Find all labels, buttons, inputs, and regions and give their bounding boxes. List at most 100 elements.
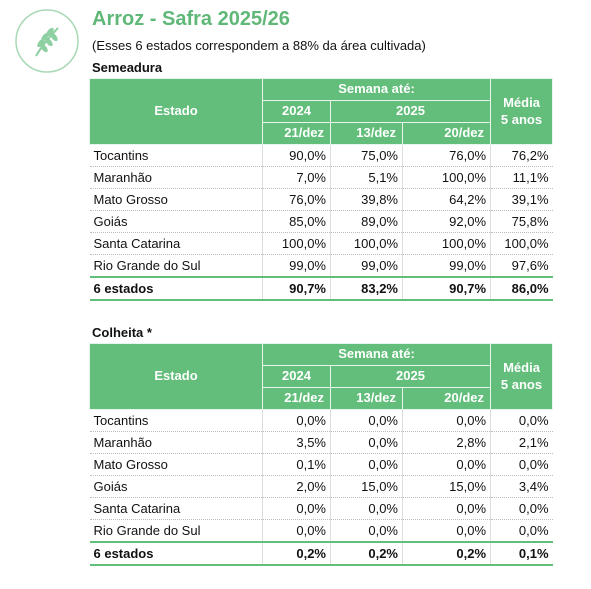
cell: 0,0% bbox=[262, 409, 331, 432]
header-row: 2024 2025 bbox=[90, 365, 553, 388]
data-row: Tocantins 90,0% 75,0% 76,0% 76,2% bbox=[89, 144, 553, 167]
data-row: Rio Grande do Sul 99,0% 99,0% 99,0% 97,6% bbox=[89, 254, 553, 278]
data-row: Mato Grosso 76,0% 39,8% 64,2% 39,1% bbox=[89, 188, 553, 211]
cell: Maranhão bbox=[89, 431, 263, 454]
cell: Goiás bbox=[89, 475, 263, 498]
cell: 90,7% bbox=[401, 276, 491, 301]
cell: 76,0% bbox=[401, 144, 491, 167]
title: Arroz - Safra 2025/26 bbox=[92, 8, 290, 30]
cell: 0,0% bbox=[490, 497, 553, 520]
cell: 0,0% bbox=[490, 453, 553, 476]
cell: Santa Catarina bbox=[89, 497, 263, 520]
header-cell: 2024 bbox=[262, 100, 331, 123]
header-row: Estado Semana até: Média 5 anos bbox=[89, 343, 554, 410]
cell: 6 estados bbox=[89, 541, 263, 566]
cell: 3,5% bbox=[262, 431, 331, 454]
cell: 90,0% bbox=[262, 144, 331, 167]
cell: 0,0% bbox=[490, 409, 553, 432]
header-cell: Média 5 anos bbox=[490, 78, 554, 145]
section-title: Semeadura bbox=[92, 60, 163, 75]
data-row: Goiás 85,0% 89,0% 92,0% 75,8% bbox=[89, 210, 553, 233]
header-row: 21/dez 13/dez 20/dez bbox=[90, 387, 553, 410]
header-cell: Semana até: bbox=[261, 78, 492, 101]
cell: 99,0% bbox=[401, 254, 491, 278]
data-row: Rio Grande do Sul 0,0% 0,0% 0,0% 0,0% bbox=[89, 519, 553, 543]
data-table: Estado Semana até: Média 5 anos 2024 2025 21/… bbox=[89, 343, 554, 566]
total-row: 6 estados 90,7% 83,2% 90,7% 86,0% bbox=[89, 276, 553, 301]
cell: 39,1% bbox=[490, 188, 553, 211]
cell: 15,0% bbox=[401, 475, 491, 498]
header-row: 21/dez 13/dez 20/dez bbox=[90, 122, 553, 145]
header-cell: Média 5 anos bbox=[490, 343, 554, 410]
cell: 100,0% bbox=[330, 232, 403, 255]
rice-icon bbox=[15, 9, 79, 73]
data-row: Maranhão 7,0% 5,1% 100,0% 11,1% bbox=[89, 166, 553, 189]
cell: 0,0% bbox=[330, 497, 403, 520]
cell: 0,0% bbox=[262, 519, 331, 543]
cell: 11,1% bbox=[490, 166, 553, 189]
cell: 0,0% bbox=[330, 519, 403, 543]
cell: 97,6% bbox=[490, 254, 553, 278]
total-row: 6 estados 0,2% 0,2% 0,2% 0,1% bbox=[89, 541, 553, 566]
header-cell: 13/dez bbox=[330, 387, 403, 410]
cell: 75,8% bbox=[490, 210, 553, 233]
cell: 0,1% bbox=[262, 453, 331, 476]
cell: Tocantins bbox=[89, 144, 263, 167]
cell: 39,8% bbox=[330, 188, 403, 211]
header-cell: 20/dez bbox=[401, 122, 492, 145]
header-cell: 2025 bbox=[329, 100, 492, 123]
data-table: Estado Semana até: Média 5 anos 2024 2025 21/… bbox=[89, 78, 554, 301]
data-row: Santa Catarina 0,0% 0,0% 0,0% 0,0% bbox=[89, 497, 553, 520]
cell: 0,0% bbox=[330, 409, 403, 432]
cell: 6 estados bbox=[89, 276, 263, 301]
header-cell: Estado bbox=[89, 343, 263, 410]
section-title: Colheita * bbox=[92, 325, 152, 340]
header-cell: Estado bbox=[89, 78, 263, 145]
cell: 85,0% bbox=[262, 210, 331, 233]
data-row: Mato Grosso 0,1% 0,0% 0,0% 0,0% bbox=[89, 453, 553, 476]
cell: 0,0% bbox=[401, 453, 491, 476]
cell: 2,1% bbox=[490, 431, 553, 454]
cell: 0,0% bbox=[401, 409, 491, 432]
header-cell: 20/dez bbox=[401, 387, 492, 410]
cell: 86,0% bbox=[490, 276, 553, 301]
data-row: Tocantins 0,0% 0,0% 0,0% 0,0% bbox=[89, 409, 553, 432]
cell: Goiás bbox=[89, 210, 263, 233]
cell: 5,1% bbox=[330, 166, 403, 189]
data-row: Goiás 2,0% 15,0% 15,0% 3,4% bbox=[89, 475, 553, 498]
cell: 7,0% bbox=[262, 166, 331, 189]
header-cell: 2024 bbox=[262, 365, 331, 388]
cell: 100,0% bbox=[262, 232, 331, 255]
data-row: Santa Catarina 100,0% 100,0% 100,0% 100,0% bbox=[89, 232, 553, 255]
cell: 75,0% bbox=[330, 144, 403, 167]
cell: 2,0% bbox=[262, 475, 331, 498]
header-row: 2024 2025 bbox=[90, 100, 553, 123]
cell: 100,0% bbox=[490, 232, 553, 255]
subtitle: (Esses 6 estados correspondem a 88% da á… bbox=[92, 38, 426, 53]
header-cell: 2025 bbox=[329, 365, 492, 388]
cell: Tocantins bbox=[89, 409, 263, 432]
header-cell: 21/dez bbox=[262, 387, 331, 410]
header-cell: 13/dez bbox=[330, 122, 403, 145]
cell: Rio Grande do Sul bbox=[89, 519, 263, 543]
cell: 76,0% bbox=[262, 188, 331, 211]
cell: 100,0% bbox=[401, 232, 491, 255]
cell: 90,7% bbox=[262, 276, 331, 301]
cell: Rio Grande do Sul bbox=[89, 254, 263, 278]
header-row: Estado Semana até: Média 5 anos bbox=[89, 78, 554, 145]
cell: 89,0% bbox=[330, 210, 403, 233]
cell: 0,2% bbox=[330, 541, 403, 566]
cell: 100,0% bbox=[401, 166, 491, 189]
header-cell: 21/dez bbox=[262, 122, 331, 145]
cell: 83,2% bbox=[330, 276, 403, 301]
data-row: Maranhão 3,5% 0,0% 2,8% 2,1% bbox=[89, 431, 553, 454]
cell: 0,0% bbox=[401, 497, 491, 520]
cell: 15,0% bbox=[330, 475, 403, 498]
cell: 0,1% bbox=[490, 541, 553, 566]
cell: 92,0% bbox=[401, 210, 491, 233]
header-cell: Semana até: bbox=[261, 343, 492, 366]
cell: Maranhão bbox=[89, 166, 263, 189]
cell: 99,0% bbox=[330, 254, 403, 278]
cell: 2,8% bbox=[401, 431, 491, 454]
cell: 0,0% bbox=[490, 519, 553, 543]
